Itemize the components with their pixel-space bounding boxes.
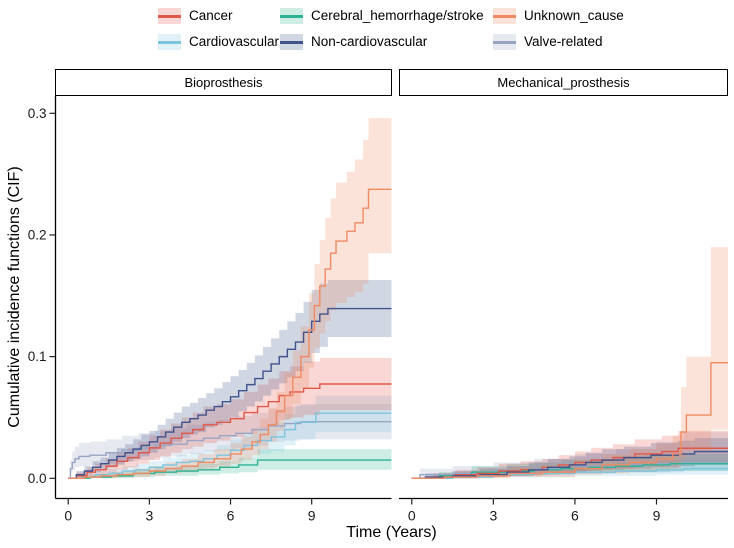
x-axis-title: Time (Years) — [346, 524, 437, 541]
panel-Mechanical_prosthesis — [411, 247, 728, 479]
legend-item-unknown-cause: Unknown_cause — [493, 8, 673, 24]
cif-step-lines — [411, 362, 728, 479]
legend: Cancer Cardiovascular Cerebral_hemorrhag… — [158, 3, 673, 55]
legend-key-valve-related-icon — [493, 34, 516, 50]
facet-strip-bioprosthesis: Bioprosthesis — [55, 69, 392, 96]
panel-Bioprosthesis — [68, 118, 392, 479]
x-tick-label: 9 — [653, 508, 661, 524]
line-Cancer — [68, 383, 392, 479]
legend-key-non-cardiovascular-icon — [280, 34, 303, 50]
line-Non-cardiovascular — [411, 450, 728, 479]
x-tick-label: 0 — [408, 508, 416, 524]
legend-key-cardiovascular-icon — [158, 34, 181, 50]
line-Unknown_cause — [411, 362, 728, 479]
x-tick-label: 6 — [571, 508, 579, 524]
legend-key-cerebral-icon — [280, 8, 303, 24]
legend-key-unknown-cause-icon — [493, 8, 516, 24]
ribbon-Cancer — [411, 430, 728, 479]
x-tick-label: 3 — [145, 508, 153, 524]
legend-label: Cerebral_hemorrhage/stroke — [311, 8, 484, 24]
x-tick-label: 6 — [227, 508, 235, 524]
line-Cerebral_hemorrhage/stroke — [68, 459, 392, 479]
y-tick-label: 0.1 — [28, 349, 47, 364]
ribbon-Unknown_cause — [68, 118, 392, 479]
line-Valve-related — [411, 461, 728, 479]
legend-item-cardiovascular: Cardiovascular — [158, 34, 280, 50]
legend-key-cancer-icon — [158, 8, 181, 24]
x-tick-label: 3 — [489, 508, 497, 524]
x-tick-label: 0 — [64, 508, 72, 524]
legend-label: Unknown_cause — [524, 8, 624, 24]
legend-item-cancer: Cancer — [158, 8, 280, 24]
legend-item-non-cardiovascular: Non-cardiovascular — [280, 34, 493, 50]
confidence-ribbons — [68, 118, 392, 479]
y-tick-label: 0.0 — [28, 471, 47, 486]
legend-label: Non-cardiovascular — [311, 34, 428, 50]
ribbon-Cardiovascular — [68, 395, 392, 479]
legend-label: Valve-related — [524, 34, 603, 50]
cif-step-lines — [68, 188, 392, 479]
y-tick-label: 0.3 — [28, 106, 47, 121]
facet-title: Mechanical_prosthesis — [497, 75, 630, 90]
y-tick-label: 0.2 — [28, 227, 47, 242]
facet-strip-mechanical-prosthesis: Mechanical_prosthesis — [399, 69, 728, 96]
x-tick-label: 9 — [308, 508, 316, 524]
line-Valve-related — [68, 421, 392, 479]
line-Non-cardiovascular — [68, 307, 392, 479]
legend-label: Cardiovascular — [189, 34, 280, 50]
facet-title: Bioprosthesis — [184, 75, 263, 90]
legend-item-cerebral-hemorrhage-stroke: Cerebral_hemorrhage/stroke — [280, 8, 493, 24]
line-Unknown_cause — [68, 188, 392, 479]
legend-item-valve-related: Valve-related — [493, 34, 673, 50]
legend-label: Cancer — [189, 8, 233, 24]
line-Cancer — [411, 447, 728, 479]
line-Cardiovascular — [68, 412, 392, 479]
ribbon-Non-cardiovascular — [411, 438, 728, 479]
